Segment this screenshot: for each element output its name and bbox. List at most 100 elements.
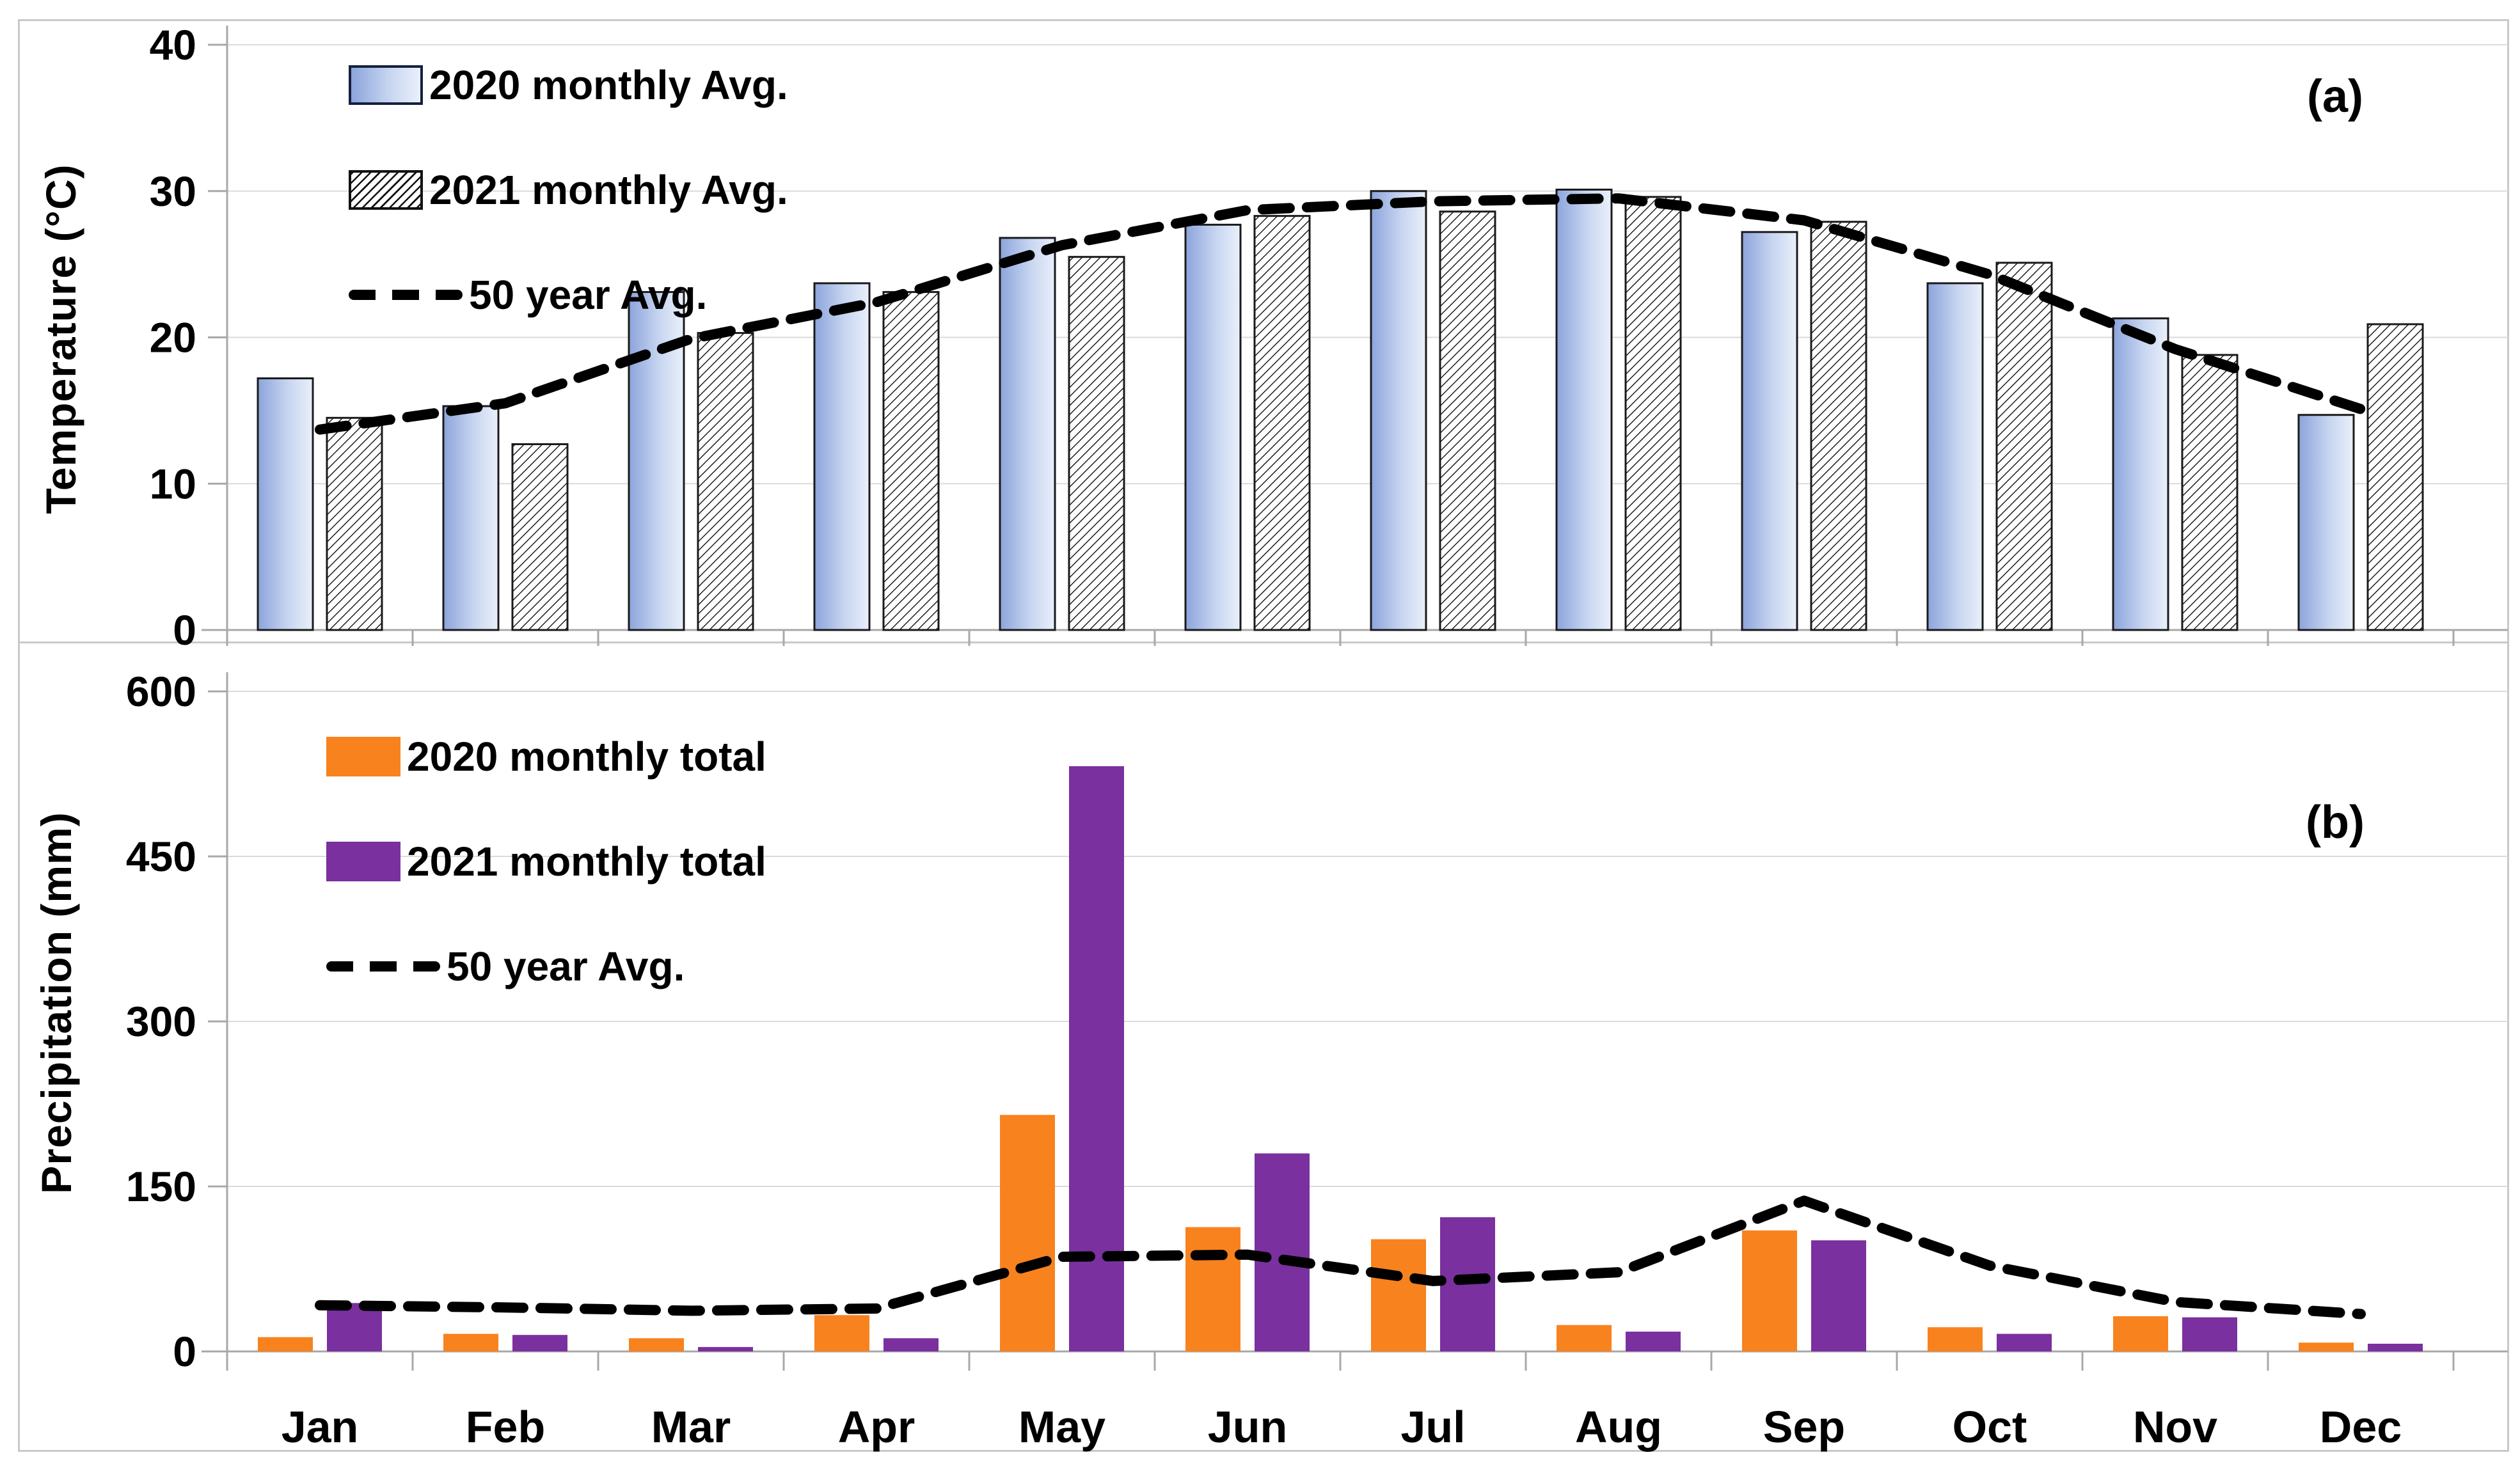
bar-may (1000, 1115, 1055, 1351)
svg-text:Jan: Jan (281, 1402, 359, 1452)
bar-jan (327, 1303, 382, 1351)
svg-text:Aug: Aug (1575, 1402, 1662, 1452)
bar-jun (1185, 1227, 1240, 1351)
bar-apr (813, 282, 871, 631)
bar-nov (2181, 354, 2239, 631)
temperature-panel-plot: 0 10 20 30 40 (150, 21, 2508, 646)
bar-apr (882, 291, 940, 631)
bar-apr (884, 1338, 939, 1351)
svg-text:May: May (1018, 1402, 1105, 1452)
fifty-year-avg-line (315, 1195, 2366, 1319)
legend-item-2021-temp: 2021 monthly Avg. (349, 167, 788, 213)
precipitation-axis-title: Precipitation (mm) (33, 812, 80, 1194)
bar-jun (1253, 215, 1311, 631)
bar-feb (511, 443, 569, 631)
svg-text:Jul: Jul (1400, 1402, 1465, 1452)
legend-label: 2021 monthly Avg. (429, 167, 788, 213)
bar-jan (258, 1337, 313, 1351)
bar-mar (697, 332, 754, 631)
bars-2020-monthly-avg- (257, 188, 2355, 631)
svg-text:Jun: Jun (1208, 1402, 1287, 1452)
legend-panel-a: 2020 monthly Avg. 2021 monthly Avg. 50 y… (349, 62, 788, 379)
bar-feb (443, 1334, 498, 1351)
legend-item-50yr-temp: 50 year Avg. (349, 272, 788, 318)
bar-mar (698, 1347, 753, 1351)
figure-frame (18, 19, 2509, 1452)
legend-swatch-dashed-line (349, 290, 463, 300)
gridlines (227, 691, 2508, 1187)
bars-2021-monthly-avg- (326, 196, 2424, 631)
svg-text:Nov: Nov (2133, 1402, 2217, 1452)
bar-oct (1928, 1327, 1983, 1351)
bar-nov (2112, 317, 2169, 631)
bar-may (1068, 256, 1125, 631)
legend-swatch-2021-purple-bar (326, 842, 400, 881)
bar-mar (629, 1338, 684, 1351)
bar-sep (1742, 1230, 1797, 1351)
bar-jan (257, 377, 314, 631)
legend-panel-b: 2020 monthly total 2021 monthly total 50… (326, 734, 766, 1050)
bar-jun (1184, 223, 1242, 631)
legend-item-2020-precip: 2020 monthly total (326, 734, 766, 780)
panel-b-label: (b) (2306, 797, 2365, 848)
svg-text:Feb: Feb (466, 1402, 545, 1452)
bar-aug (1555, 188, 1613, 631)
legend-item-50yr-precip: 50 year Avg. (326, 943, 766, 989)
svg-text:450: 450 (126, 833, 196, 880)
bar-dec (2299, 1342, 2354, 1351)
bar-aug (1624, 196, 1682, 631)
bar-sep (1811, 1240, 1866, 1351)
svg-text:Mar: Mar (651, 1402, 731, 1452)
svg-text:40: 40 (150, 21, 196, 68)
legend-swatch-2021-hatched-bar (349, 170, 423, 210)
bar-aug (1626, 1332, 1681, 1351)
svg-text:10: 10 (150, 460, 196, 507)
svg-text:Dec: Dec (2320, 1402, 2402, 1452)
month-labels: Jan Feb Mar Apr May Jun Jul Aug Sep Oct Nov Dec (281, 1402, 2402, 1452)
svg-text:300: 300 (126, 998, 196, 1045)
svg-text:150: 150 (126, 1163, 196, 1210)
bar-jul (1371, 1239, 1426, 1351)
precipitation-panel-plot: 0 150 300 450 600 Jan Feb Mar Apr May Jun Jul Aug Sep… (126, 668, 2508, 1452)
legend-label: 2021 monthly total (407, 838, 766, 885)
bars-2020-monthly-total (258, 1115, 2354, 1351)
legend-item-2020-temp: 2020 monthly Avg. (349, 62, 788, 108)
fifty-year-avg-line (315, 193, 2366, 435)
svg-text:600: 600 (126, 668, 196, 715)
y-tick-labels: 0 150 300 450 600 (126, 668, 196, 1375)
y-tick-labels: 0 10 20 30 40 (150, 21, 196, 646)
bar-aug (1557, 1325, 1612, 1351)
bar-dec (2366, 323, 2424, 631)
legend-label: 2020 monthly Avg. (429, 62, 788, 108)
legend-label: 2020 monthly total (407, 734, 766, 780)
bar-may (999, 237, 1056, 631)
bar-feb (512, 1335, 567, 1351)
panel-a-label: (a) (2307, 71, 2363, 122)
legend-label: 50 year Avg. (469, 272, 708, 318)
legend-label: 50 year Avg. (447, 943, 685, 989)
legend-swatch-dashed-line (326, 961, 440, 972)
bar-nov (2113, 1316, 2168, 1351)
svg-text:Apr: Apr (838, 1402, 915, 1452)
bar-sep (1810, 221, 1867, 631)
temperature-axis-title: Temperature (°C) (37, 164, 84, 514)
bar-may (1069, 766, 1124, 1351)
svg-text:0: 0 (173, 1328, 196, 1375)
bar-nov (2182, 1317, 2237, 1351)
bar-feb (442, 405, 500, 631)
svg-text:0: 0 (173, 606, 196, 646)
bar-sep (1741, 231, 1798, 631)
legend-swatch-2020-gradient-bar (349, 65, 423, 105)
bar-dec (2368, 1343, 2423, 1351)
legend-swatch-2020-orange-bar (326, 737, 400, 776)
bar-oct (1997, 1334, 2052, 1351)
svg-text:Oct: Oct (1953, 1402, 2027, 1452)
bar-oct (1926, 282, 1984, 631)
bar-oct (1995, 262, 2053, 631)
bar-dec (2297, 414, 2355, 631)
svg-text:Sep: Sep (1763, 1402, 1845, 1452)
bar-jul (1439, 210, 1496, 631)
bar-jul (1370, 190, 1427, 631)
panel-divider (18, 641, 2509, 643)
